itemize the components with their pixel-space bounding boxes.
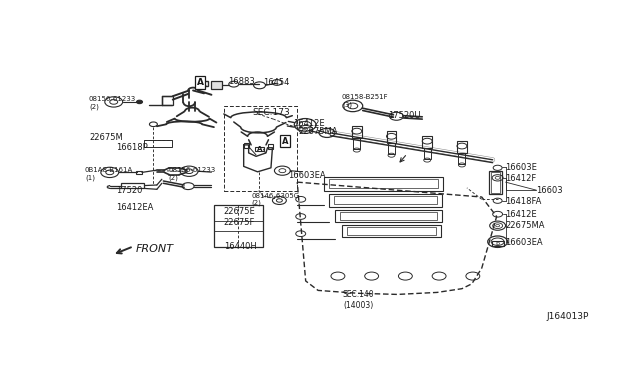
Text: 08156-61233
(2): 08156-61233 (2): [89, 96, 136, 110]
Bar: [342, 225, 441, 237]
Bar: [211, 81, 222, 89]
Bar: [387, 131, 396, 143]
Text: 22675E: 22675E: [224, 207, 255, 216]
Text: 16454: 16454: [264, 78, 290, 87]
Bar: [347, 227, 436, 235]
Text: 22675M: 22675M: [89, 133, 123, 142]
Text: 22675F: 22675F: [224, 218, 255, 227]
Bar: [492, 241, 504, 246]
Text: 16412F: 16412F: [506, 174, 537, 183]
Bar: [162, 96, 173, 105]
Bar: [353, 138, 360, 149]
Bar: [458, 153, 465, 164]
Text: 16412E: 16412E: [293, 119, 325, 128]
Circle shape: [136, 100, 143, 104]
Text: 16412E: 16412E: [506, 210, 537, 219]
Text: 22675MA: 22675MA: [506, 221, 545, 230]
Text: A: A: [200, 79, 206, 88]
Bar: [136, 171, 142, 174]
Text: SEC.140
(14003): SEC.140 (14003): [343, 291, 374, 310]
Bar: [255, 147, 264, 151]
Text: 16418FA: 16418FA: [506, 197, 542, 206]
Text: 17520U: 17520U: [388, 111, 421, 120]
Bar: [340, 212, 437, 220]
Text: 08146-6305G
(2): 08146-6305G (2): [251, 193, 300, 206]
Bar: [224, 106, 297, 191]
Text: 16412EA: 16412EA: [116, 203, 153, 212]
Bar: [388, 143, 395, 154]
Text: SEC.173: SEC.173: [253, 108, 291, 117]
Text: 16603EA: 16603EA: [288, 171, 326, 180]
Text: 08158-B251F
(3): 08158-B251F (3): [342, 94, 388, 108]
Bar: [457, 141, 467, 153]
Bar: [244, 142, 249, 148]
Bar: [329, 193, 442, 207]
Text: 16883: 16883: [228, 77, 255, 86]
Bar: [329, 179, 438, 189]
Text: J164013P: J164013P: [547, 312, 589, 321]
Text: 16618P: 16618P: [116, 143, 147, 152]
Bar: [145, 140, 172, 147]
Bar: [335, 210, 442, 222]
Text: 16603: 16603: [536, 186, 563, 195]
Text: 08156-61233
(2): 08156-61233 (2): [168, 167, 216, 181]
Bar: [489, 171, 502, 193]
Bar: [324, 177, 443, 191]
Bar: [198, 81, 208, 86]
Text: b: b: [495, 241, 500, 246]
Bar: [121, 183, 145, 189]
Bar: [269, 144, 273, 149]
Bar: [214, 205, 262, 247]
Text: FRONT: FRONT: [136, 244, 173, 254]
Text: 17520: 17520: [116, 186, 142, 195]
Text: A: A: [257, 145, 262, 152]
Text: A: A: [282, 137, 288, 146]
Bar: [422, 136, 432, 148]
Text: 16440H: 16440H: [224, 243, 257, 251]
Bar: [491, 171, 500, 193]
Text: 16603E: 16603E: [506, 163, 538, 172]
Bar: [424, 148, 431, 159]
Text: 0B1A8-B161A
(1): 0B1A8-B161A (1): [85, 167, 133, 181]
Bar: [352, 126, 362, 138]
Text: 16603EA: 16603EA: [506, 238, 543, 247]
Text: 22675MA: 22675MA: [298, 126, 338, 136]
Text: A: A: [196, 78, 204, 87]
Bar: [334, 196, 437, 205]
